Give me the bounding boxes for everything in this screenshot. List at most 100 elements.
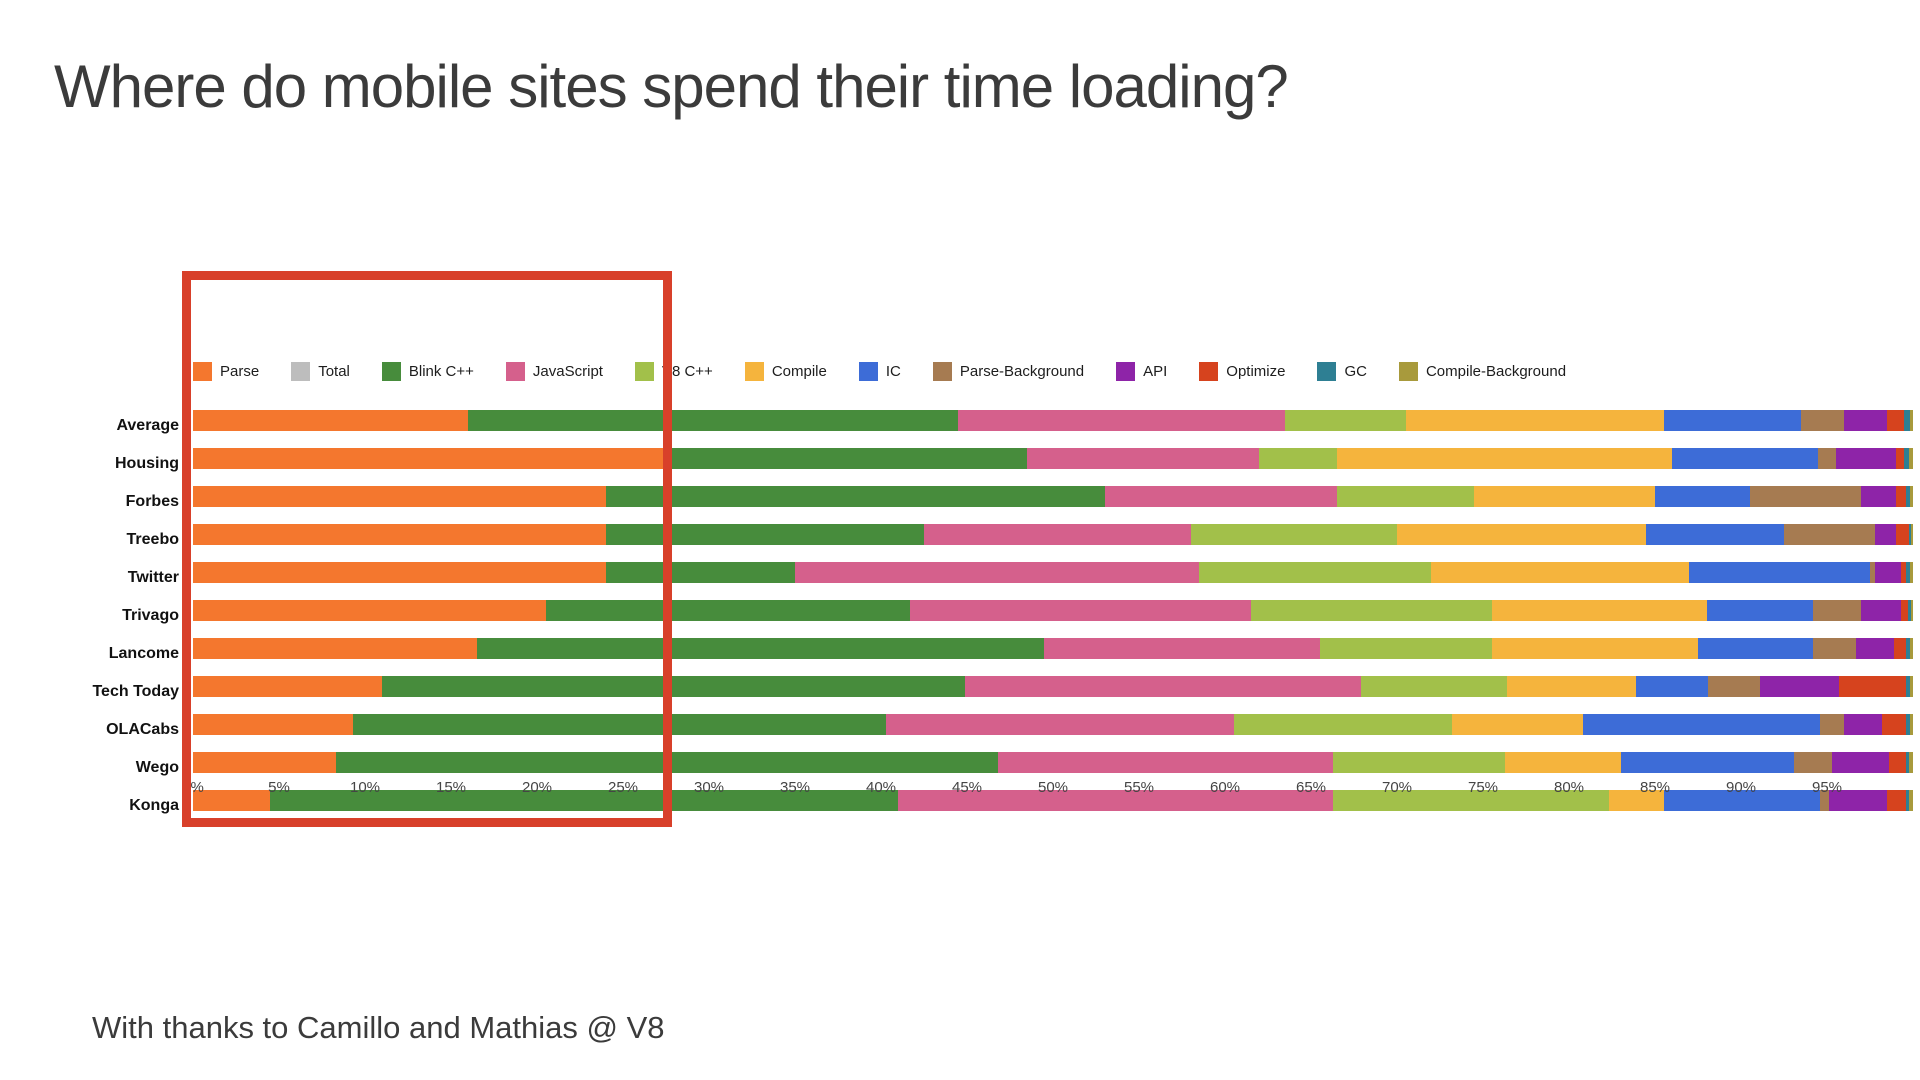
bar-segment [1906, 789, 1910, 811]
bar-segment [1895, 447, 1905, 469]
row-label: Lancome [108, 644, 179, 662]
bar-segment [352, 713, 887, 735]
legend-label: JavaScript [532, 363, 603, 380]
x-axis-tick-label: 65% [1295, 779, 1327, 796]
stacked-bar [193, 485, 1913, 507]
stacked-bar [193, 637, 1913, 659]
bar-segment [193, 599, 546, 621]
bar-segment [1909, 751, 1913, 773]
bar-segment [1844, 713, 1882, 735]
legend-label: IC [885, 363, 901, 380]
bar-segment [1608, 789, 1664, 811]
legend-item: JavaScript [505, 362, 603, 381]
chart-row: Wego [136, 751, 1913, 785]
bar-segment [1820, 789, 1829, 811]
chart-row: Treebo [127, 523, 1913, 557]
bar-segment [794, 561, 1200, 583]
chart-row: Average [116, 409, 1913, 443]
bar-segment [1856, 637, 1895, 659]
bar-segment [1838, 675, 1907, 697]
bar-segment [1689, 561, 1870, 583]
bar-segment [1906, 751, 1910, 773]
row-label: Trivago [122, 606, 179, 624]
x-axis-tick-label: 5% [268, 779, 290, 796]
bar-segment [382, 675, 966, 697]
legend-swatch-icon [381, 362, 401, 381]
bar-segment [1909, 523, 1912, 545]
credit-text: With thanks to Camillo and Mathias @ V8 [92, 1010, 665, 1045]
bar-segment [1820, 713, 1845, 735]
stacked-bar [193, 409, 1913, 431]
row-label: Forbes [125, 492, 179, 510]
stacked-bar [193, 561, 1913, 583]
bar-segment [1636, 675, 1709, 697]
stacked-bar [193, 675, 1913, 697]
bar-segment [1909, 675, 1913, 697]
bar-segment [958, 409, 1286, 431]
bar-segment [605, 523, 924, 545]
bar-segment [1708, 675, 1760, 697]
bar-segment [193, 789, 271, 811]
bar-segment [193, 523, 606, 545]
bar-segment [1654, 485, 1750, 507]
bar-segment [1900, 561, 1907, 583]
bar-segment [1911, 599, 1913, 621]
x-axis-tick-label: 10% [349, 779, 381, 796]
chart-row: Trivago [122, 599, 1913, 633]
legend-label: API [1143, 363, 1168, 380]
chart-row: Housing [115, 447, 1913, 481]
row-label: Treebo [126, 530, 179, 548]
bar-segment [1887, 409, 1905, 431]
x-axis-tick-label: 95% [1811, 779, 1843, 796]
bar-segment [1882, 713, 1907, 735]
bar-segment [1909, 409, 1913, 431]
legend-label: GC [1344, 363, 1367, 380]
bar-segment [1909, 561, 1913, 583]
bar-segment [898, 789, 1334, 811]
bar-segment [1505, 751, 1621, 773]
bar-segment [1906, 675, 1910, 697]
bar-segment [605, 561, 795, 583]
bar-segment [1259, 447, 1337, 469]
bar-segment [1044, 637, 1320, 659]
stacked-bar [193, 789, 1913, 811]
legend-label: Parse [220, 363, 260, 380]
bar-segment [193, 675, 383, 697]
bar-segment [1190, 523, 1397, 545]
legend-label: Optimize [1226, 363, 1286, 380]
x-axis-tick-label: 35% [779, 779, 811, 796]
bar-segment [1582, 713, 1821, 735]
bar-segment [193, 409, 469, 431]
bar-segment [1250, 599, 1492, 621]
bar-segment [1875, 523, 1896, 545]
row-label: Wego [135, 758, 179, 776]
legend-swatch-icon [744, 362, 764, 381]
bar-segment [1900, 599, 1908, 621]
bar-segment [335, 751, 998, 773]
stacked-bar [193, 599, 1913, 621]
bar-segment [1697, 637, 1814, 659]
row-label: Konga [129, 796, 179, 814]
bar-segment [1452, 713, 1583, 735]
bar-segment [1907, 599, 1912, 621]
bar-segment [1906, 485, 1910, 507]
bar-segment [1620, 751, 1795, 773]
bar-segment [923, 523, 1191, 545]
bar-segment [1491, 637, 1698, 659]
row-label: Average [116, 416, 179, 434]
bar-segment [1507, 675, 1637, 697]
legend-swatch-icon [634, 362, 654, 381]
bar-segment [1909, 485, 1913, 507]
bar-segment [666, 447, 1028, 469]
bar-segment [1904, 409, 1910, 431]
bar-segment [1895, 523, 1910, 545]
bar-segment [1672, 447, 1819, 469]
bar-segment [1333, 751, 1506, 773]
legend-swatch-icon [193, 362, 212, 381]
row-label: Housing [115, 454, 179, 472]
bar-segment [1706, 599, 1814, 621]
bar-segment [1336, 485, 1475, 507]
legend-label: Blink C++ [408, 363, 474, 380]
row-label: OLACabs [106, 720, 179, 738]
bar-segment [1909, 713, 1913, 735]
